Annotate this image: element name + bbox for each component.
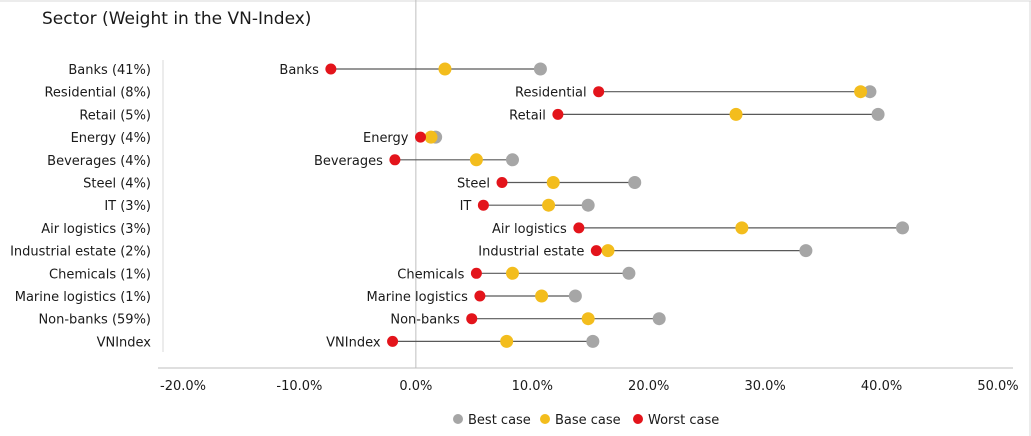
worst-case-point <box>389 154 401 166</box>
legend-label: Best case <box>468 413 531 428</box>
best-case-point <box>863 85 877 99</box>
worst-case-point <box>325 63 337 75</box>
chart-title: Sector (Weight in the VN-Index) <box>42 9 312 29</box>
base-case-point <box>424 130 438 144</box>
best-case-point <box>799 244 813 258</box>
x-tick-label: 10.0% <box>512 379 553 394</box>
worst-case-point <box>552 108 564 120</box>
base-case-point <box>505 266 519 280</box>
worst-case-point <box>477 199 489 211</box>
point-label: Retail <box>509 108 546 123</box>
x-tick-label: 20.0% <box>628 379 669 394</box>
base-case-point <box>500 334 514 348</box>
category-label: IT (3%) <box>104 199 151 214</box>
point-label: Beverages <box>314 154 383 169</box>
worst-case-point <box>590 245 602 257</box>
category-label: Beverages (4%) <box>47 154 151 169</box>
legend-label: Base case <box>555 413 621 428</box>
category-label: Air logistics (3%) <box>41 222 151 237</box>
best-case-point <box>586 334 600 348</box>
base-case-point <box>729 107 743 121</box>
category-label: Chemicals (1%) <box>49 267 151 282</box>
point-label: Banks <box>279 63 319 78</box>
point-label: Industrial estate <box>478 245 584 260</box>
worst-case-point <box>470 267 482 279</box>
best-case-point <box>628 176 642 189</box>
base-case-point <box>546 176 560 189</box>
best-case-point <box>652 312 666 326</box>
category-label: Residential (8%) <box>44 86 151 101</box>
x-tick-label: 0.0% <box>399 379 432 394</box>
x-tick-label: -10.0% <box>276 379 322 394</box>
point-label: Chemicals <box>397 267 464 282</box>
x-tick-label: -20.0% <box>160 379 206 394</box>
best-case-point <box>896 221 910 235</box>
worst-case-point <box>573 222 585 234</box>
best-case-point <box>505 153 519 167</box>
category-label: VNIndex <box>97 335 152 350</box>
base-case-point <box>535 289 549 303</box>
point-label: Air logistics <box>492 222 567 237</box>
legend-marker <box>633 414 643 424</box>
point-label: Steel <box>457 177 490 192</box>
base-case-point <box>854 85 868 99</box>
category-label: Marine logistics (1%) <box>15 290 151 305</box>
worst-case-point <box>496 177 508 188</box>
worst-case-point <box>387 335 399 347</box>
category-label: Industrial estate (2%) <box>10 245 151 260</box>
base-case-point <box>735 221 749 235</box>
point-label: IT <box>460 199 472 214</box>
best-case-point <box>581 198 595 212</box>
worst-case-point <box>593 86 605 98</box>
category-label: Banks (41%) <box>68 63 151 78</box>
point-label: Energy <box>363 131 409 146</box>
legend-marker <box>453 414 463 424</box>
best-case-point <box>622 266 636 280</box>
point-label: Residential <box>515 86 587 101</box>
point-label: Non-banks <box>390 313 460 328</box>
category-label: Steel (4%) <box>83 177 151 192</box>
best-case-point <box>429 130 443 144</box>
category-label: Energy (4%) <box>71 131 151 146</box>
base-case-point <box>438 62 452 76</box>
worst-case-point <box>466 313 478 325</box>
category-label: Non-banks (59%) <box>38 313 151 328</box>
base-case-point <box>469 153 483 167</box>
best-case-point <box>568 289 582 303</box>
legend-marker <box>540 414 550 424</box>
base-case-point <box>601 244 615 258</box>
legend-label: Worst case <box>648 413 719 428</box>
point-label: Marine logistics <box>367 290 469 305</box>
worst-case-point <box>415 131 427 143</box>
base-case-point <box>542 198 556 212</box>
category-label: Retail (5%) <box>79 108 151 123</box>
best-case-point <box>533 62 547 76</box>
x-tick-label: 30.0% <box>744 379 785 394</box>
point-label: VNIndex <box>326 335 381 350</box>
base-case-point <box>581 312 595 326</box>
x-tick-label: 50.0% <box>977 379 1018 394</box>
worst-case-point <box>474 290 486 302</box>
x-tick-label: 40.0% <box>861 379 902 394</box>
best-case-point <box>871 107 885 121</box>
